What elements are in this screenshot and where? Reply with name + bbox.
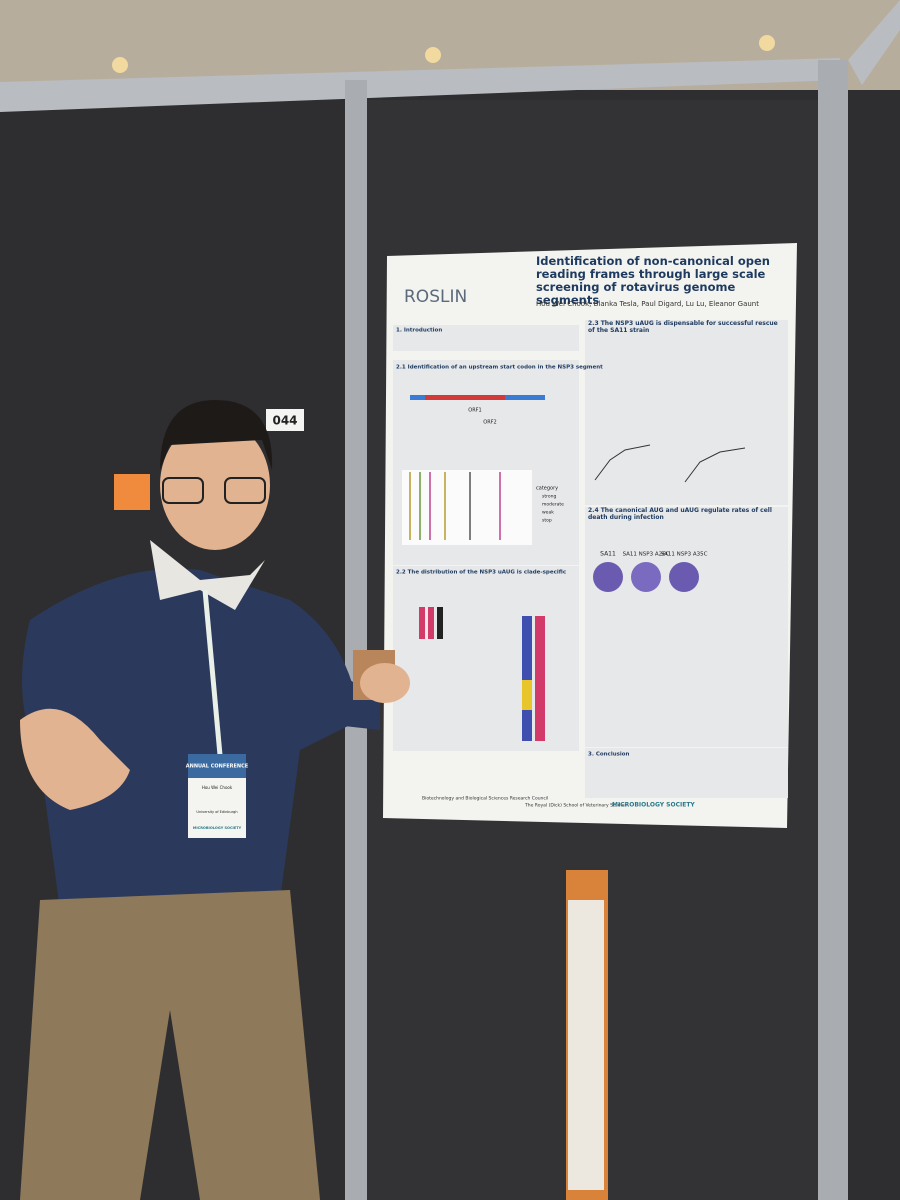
hand [360,663,410,703]
section-heading: 2.2 The distribution of the NSP3 uAUG is… [396,570,566,576]
section-heading: 2.4 The canonical AUG and uAUG regulate … [588,507,772,521]
poster-logo: ROSLIN [404,287,467,307]
booth-number: 044 [272,414,297,428]
ceiling-light [759,35,775,51]
glasses [162,477,204,504]
section-heading: 3. Conclusion [588,752,630,758]
clade-strip [522,616,532,741]
clade-strip [535,616,545,741]
section-box [585,320,788,505]
footer-society: MICROBIOLOGY SOCIETY [612,802,695,809]
orf-label: ORF1 [468,408,481,414]
poster-title-box: Identification of non-canonical open rea… [536,255,770,307]
sweater [22,568,360,910]
booth-number-card [266,409,304,431]
sequence-lines [409,472,501,540]
section-heading: 1. Introduction [396,328,442,334]
face [160,420,270,550]
badge-affiliation: University of Edinburgh [196,810,237,814]
lanyard [202,589,223,756]
section-heading: 2.1 Identification of an upstream start … [396,365,603,371]
tube-label [568,900,604,1190]
section-heading: 2.3 The NSP3 uAUG is dispensable for suc… [588,320,778,334]
sticky-note [114,474,150,510]
legend-item: weak [542,510,554,516]
hand-thumbs-up [20,708,130,810]
poster-authors: Hou Wei Chook, Blanka Tesla, Paul Digard… [536,300,759,308]
poster-authors-box: Hou Wei Chook, Blanka Tesla, Paul Digard… [536,300,759,308]
footer-school: The Royal (Dick) School of Veterinary St… [524,803,627,809]
curve [684,447,746,483]
orf-bar [425,395,505,400]
frame-post [345,80,367,1200]
section-heading-box: 2.3 The NSP3 uAUG is dispensable for suc… [588,320,778,334]
curve [594,444,651,481]
bar [437,607,443,639]
legend-item: moderate [542,502,564,508]
trousers [20,890,320,1200]
glasses [224,477,266,504]
plaque-label: SA11 NSP3 A26C [623,552,670,558]
section-box [393,325,579,351]
bar [428,607,434,639]
badge-header [188,754,246,778]
orf-label: ORF2 [483,420,496,426]
poster-sections: 1. Introduction 2.1 Identification of an… [393,320,788,798]
plaque-well [631,562,661,592]
legend-title: category [536,486,558,492]
badge-name: Hou Wei Chook [202,785,233,790]
section-box [585,748,788,798]
ceiling-light [425,47,441,63]
frame-corner [848,0,900,85]
section-box [393,566,579,751]
footer-funder: Biotechnology and Biological Sciences Re… [422,796,548,802]
plaque-well [593,562,623,592]
bar [419,607,425,639]
section-heading-box: 2.4 The canonical AUG and uAUG regulate … [588,507,772,521]
section-box [585,507,788,747]
plot [402,470,532,545]
frame-post [818,60,848,1200]
plaque-label: SA11 [600,551,616,558]
ceiling-light [112,57,128,73]
poster-title: Identification of non-canonical open rea… [536,255,770,307]
plaque-well [669,562,699,592]
legend-item: strong [542,494,556,500]
legend-item: stop [542,518,552,524]
frame-top [0,58,840,112]
badge-sponsor: MICROBIOLOGY SOCIETY [193,826,242,830]
sleeve [290,640,380,730]
shirt-collar [150,540,265,610]
badge-event: ANNUAL CONFERENCE [186,764,249,770]
plaque-label: SA11 NSP3 A35C [661,552,708,558]
clade-strip [522,680,532,710]
hair [160,400,273,470]
